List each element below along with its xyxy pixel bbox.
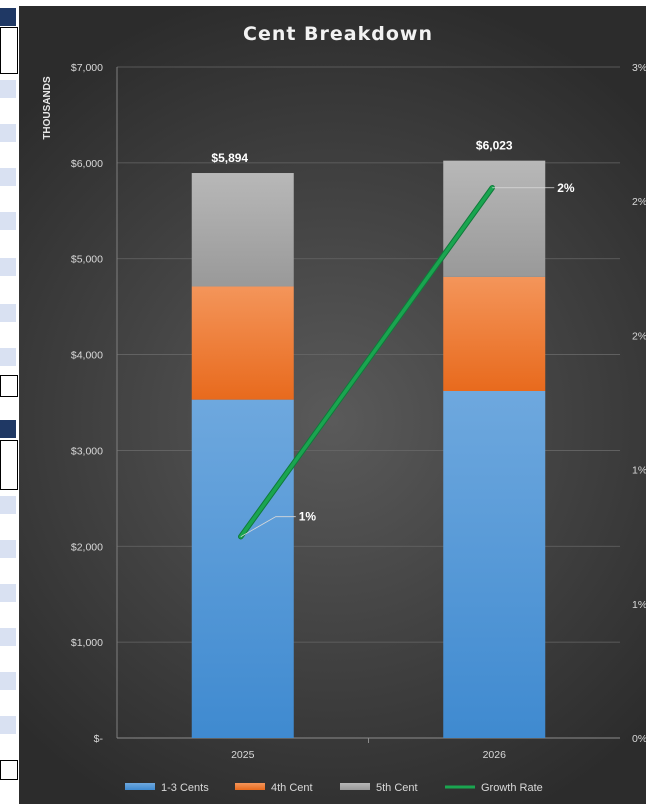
sheet-cell (0, 212, 16, 230)
bar-1-3-cents-2025 (191, 399, 294, 738)
legend-label: 4th Cent (271, 782, 313, 794)
y-tick-label: $7,000 (71, 62, 103, 74)
sheet-cell (0, 375, 18, 397)
legend-swatch (340, 783, 370, 790)
growth-line (238, 185, 495, 540)
legend-label: Growth Rate (481, 782, 543, 794)
x-tick-label: 2025 (231, 749, 255, 761)
total-label: $6,023 (476, 139, 513, 153)
y2-tick-label: 3% (632, 62, 646, 74)
y2-tick-label: 1% (632, 465, 646, 477)
y-tick-label: $- (94, 733, 104, 745)
legend: 1-3 Cents 4th Cent 5th Cent Growth Rate (125, 782, 543, 794)
bar-4th-cent-2025 (191, 286, 294, 400)
data-labels: $5,894 $6,023 1% 2% (211, 139, 575, 538)
growth-rate-label: 1% (299, 510, 317, 524)
sheet-cell (0, 168, 16, 186)
sheet-cell (0, 540, 16, 558)
y2-tick-label: 2% (632, 196, 646, 208)
bars (191, 160, 546, 738)
y-tick-label: $1,000 (71, 637, 103, 649)
y2-tick-label: 1% (632, 599, 646, 611)
spreadsheet-strip (0, 0, 18, 804)
growth-rate-label: 2% (557, 181, 575, 195)
sheet-cell (0, 496, 16, 514)
y-tick-label: $2,000 (71, 541, 103, 553)
sheet-cell (0, 628, 16, 646)
sheet-cell (0, 304, 16, 322)
growth-rate-line (239, 186, 494, 539)
sheet-cell (0, 80, 16, 98)
sheet-cell (0, 760, 18, 780)
y-tick-label: $4,000 (71, 350, 103, 362)
y-tick-label: $5,000 (71, 254, 103, 266)
legend-swatch (125, 783, 155, 790)
sheet-cell (0, 420, 16, 438)
bar-4th-cent-2026 (443, 276, 546, 391)
total-label: $5,894 (211, 151, 248, 165)
legend-label: 1-3 Cents (161, 782, 209, 794)
bar-5th-cent-2026 (443, 160, 546, 277)
bar-5th-cent-2025 (191, 173, 294, 287)
sheet-cell (0, 672, 16, 690)
y-axis-ticks: $- $1,000 $2,000 $3,000 $4,000 $5,000 $6,000 $7… (71, 62, 104, 745)
y2-tick-label: 2% (632, 330, 646, 342)
secondary-axis-ticks: 0% 1% 1% 2% 2% 3% (632, 62, 646, 745)
x-tick-label: 2026 (483, 749, 507, 761)
y-tick-label: $6,000 (71, 158, 103, 170)
legend-label: 5th Cent (376, 782, 418, 794)
sheet-cell (0, 8, 16, 26)
bar-1-3-cents-2026 (443, 390, 546, 738)
sheet-cell (0, 716, 16, 734)
x-axis-ticks: 2025 2026 (231, 738, 506, 761)
sheet-cell (0, 440, 18, 490)
sheet-cell (0, 27, 18, 74)
legend-swatch (235, 783, 265, 790)
sheet-cell (0, 258, 16, 276)
sheet-cell (0, 348, 16, 366)
y-tick-label: $3,000 (71, 445, 103, 457)
y2-tick-label: 0% (632, 733, 646, 745)
leader-line (240, 516, 296, 538)
sheet-cell (0, 124, 16, 142)
chart-title: Cent Breakdown (243, 23, 433, 45)
sheet-cell (0, 584, 16, 602)
y-axis-label: THOUSANDS (42, 76, 53, 140)
